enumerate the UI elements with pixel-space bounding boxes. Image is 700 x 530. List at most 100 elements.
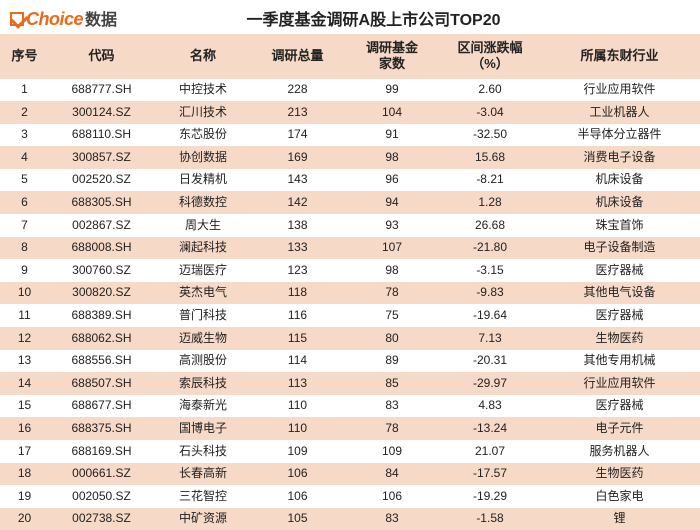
cell-pct: 4.83	[441, 395, 539, 418]
cell-seq: 4	[0, 146, 49, 169]
cell-total: 123	[252, 259, 343, 282]
table-row: 8688008.SH澜起科技133107-21.80电子设备制造	[0, 237, 700, 260]
cell-seq: 14	[0, 372, 49, 395]
cell-total: 110	[252, 417, 343, 440]
cell-total: 118	[252, 282, 343, 305]
table-row: 16688375.SH国博电子11078-13.24电子元件	[0, 417, 700, 440]
cell-funds: 78	[343, 282, 441, 305]
cell-total: 142	[252, 191, 343, 214]
table-row: 1688777.SH中控技术228992.60行业应用软件	[0, 79, 700, 102]
cell-seq: 19	[0, 485, 49, 508]
cell-funds: 94	[343, 191, 441, 214]
table-row: 20002738.SZ中矿资源10583-1.58锂	[0, 508, 700, 530]
cell-seq: 12	[0, 327, 49, 350]
cell-name: 普门科技	[154, 304, 252, 327]
table-row: 9300760.SZ迈瑞医疗12398-3.15医疗器械	[0, 259, 700, 282]
cell-industry: 珠宝首饰	[539, 214, 700, 237]
cell-pct: 1.28	[441, 191, 539, 214]
cell-seq: 11	[0, 304, 49, 327]
cell-seq: 10	[0, 282, 49, 305]
table-row: 7002867.SZ周大生1389326.68珠宝首饰	[0, 214, 700, 237]
cell-pct: 2.60	[441, 79, 539, 102]
cell-name: 英杰电气	[154, 282, 252, 305]
cell-total: 115	[252, 327, 343, 350]
cell-pct: 15.68	[441, 146, 539, 169]
cell-industry: 半导体分立器件	[539, 124, 700, 147]
cell-name: 长春高新	[154, 463, 252, 486]
cell-funds: 93	[343, 214, 441, 237]
cell-pct: -20.31	[441, 350, 539, 373]
table-row: 13688556.SH高测股份11489-20.31其他专用机械	[0, 350, 700, 373]
cell-name: 中矿资源	[154, 508, 252, 530]
cell-industry: 医疗器械	[539, 304, 700, 327]
cell-total: 105	[252, 508, 343, 530]
cell-funds: 98	[343, 259, 441, 282]
cell-pct: -17.57	[441, 463, 539, 486]
cell-funds: 98	[343, 146, 441, 169]
cell-industry: 机床设备	[539, 191, 700, 214]
cell-code: 688507.SH	[49, 372, 154, 395]
table-row: 4300857.SZ协创数据1699815.68消费电子设备	[0, 146, 700, 169]
table-row: 14688507.SH索辰科技11385-29.97行业应用软件	[0, 372, 700, 395]
cell-code: 002738.SZ	[49, 508, 154, 530]
cell-total: 228	[252, 79, 343, 102]
cell-name: 日发精机	[154, 169, 252, 192]
cell-funds: 99	[343, 79, 441, 102]
table-row: 18000661.SZ长春高新10684-17.57生物医药	[0, 463, 700, 486]
cell-code: 300820.SZ	[49, 282, 154, 305]
cell-seq: 16	[0, 417, 49, 440]
cell-pct: -3.15	[441, 259, 539, 282]
cell-industry: 医疗器械	[539, 395, 700, 418]
cell-seq: 5	[0, 169, 49, 192]
cell-code: 688169.SH	[49, 440, 154, 463]
top20-table: 序号 代码 名称 调研总量 调研基金家数 区间涨跌幅（%） 所属东财行业 168…	[0, 34, 700, 530]
cell-industry: 工业机器人	[539, 101, 700, 124]
cell-total: 116	[252, 304, 343, 327]
cell-total: 106	[252, 463, 343, 486]
header: Choice 数据 一季度基金调研A股上市公司TOP20	[0, 0, 700, 34]
table-row: 5002520.SZ日发精机14396-8.21机床设备	[0, 169, 700, 192]
col-industry: 所属东财行业	[539, 34, 700, 79]
cell-seq: 20	[0, 508, 49, 530]
cell-industry: 其他电气设备	[539, 282, 700, 305]
cell-total: 113	[252, 372, 343, 395]
cell-funds: 83	[343, 508, 441, 530]
cell-code: 688305.SH	[49, 191, 154, 214]
report-container: Choice 数据 一季度基金调研A股上市公司TOP20 序号 代码 名称 调研…	[0, 0, 700, 530]
cell-seq: 18	[0, 463, 49, 486]
cell-total: 174	[252, 124, 343, 147]
cell-name: 迈瑞医疗	[154, 259, 252, 282]
cell-funds: 91	[343, 124, 441, 147]
cell-name: 国博电子	[154, 417, 252, 440]
cell-industry: 其他专用机械	[539, 350, 700, 373]
cell-pct: 7.13	[441, 327, 539, 350]
cell-industry: 服务机器人	[539, 440, 700, 463]
cell-pct: -21.80	[441, 237, 539, 260]
cell-code: 002050.SZ	[49, 485, 154, 508]
col-total: 调研总量	[252, 34, 343, 79]
cell-industry: 电子设备制造	[539, 237, 700, 260]
cell-industry: 医疗器械	[539, 259, 700, 282]
cell-name: 迈威生物	[154, 327, 252, 350]
cell-industry: 消费电子设备	[539, 146, 700, 169]
cell-pct: -8.21	[441, 169, 539, 192]
cell-code: 688389.SH	[49, 304, 154, 327]
cell-name: 三花智控	[154, 485, 252, 508]
cell-code: 688677.SH	[49, 395, 154, 418]
cell-funds: 89	[343, 350, 441, 373]
cell-pct: -13.24	[441, 417, 539, 440]
cell-total: 109	[252, 440, 343, 463]
cell-funds: 75	[343, 304, 441, 327]
cell-seq: 2	[0, 101, 49, 124]
cell-pct: -1.58	[441, 508, 539, 530]
table-row: 10300820.SZ英杰电气11878-9.83其他电气设备	[0, 282, 700, 305]
table-body: 1688777.SH中控技术228992.60行业应用软件2300124.SZ汇…	[0, 79, 700, 530]
cell-funds: 96	[343, 169, 441, 192]
cell-total: 169	[252, 146, 343, 169]
col-code: 代码	[49, 34, 154, 79]
cell-funds: 106	[343, 485, 441, 508]
table-row: 11688389.SH普门科技11675-19.64医疗器械	[0, 304, 700, 327]
cell-code: 688062.SH	[49, 327, 154, 350]
cell-name: 东芯股份	[154, 124, 252, 147]
cell-name: 中控技术	[154, 79, 252, 102]
